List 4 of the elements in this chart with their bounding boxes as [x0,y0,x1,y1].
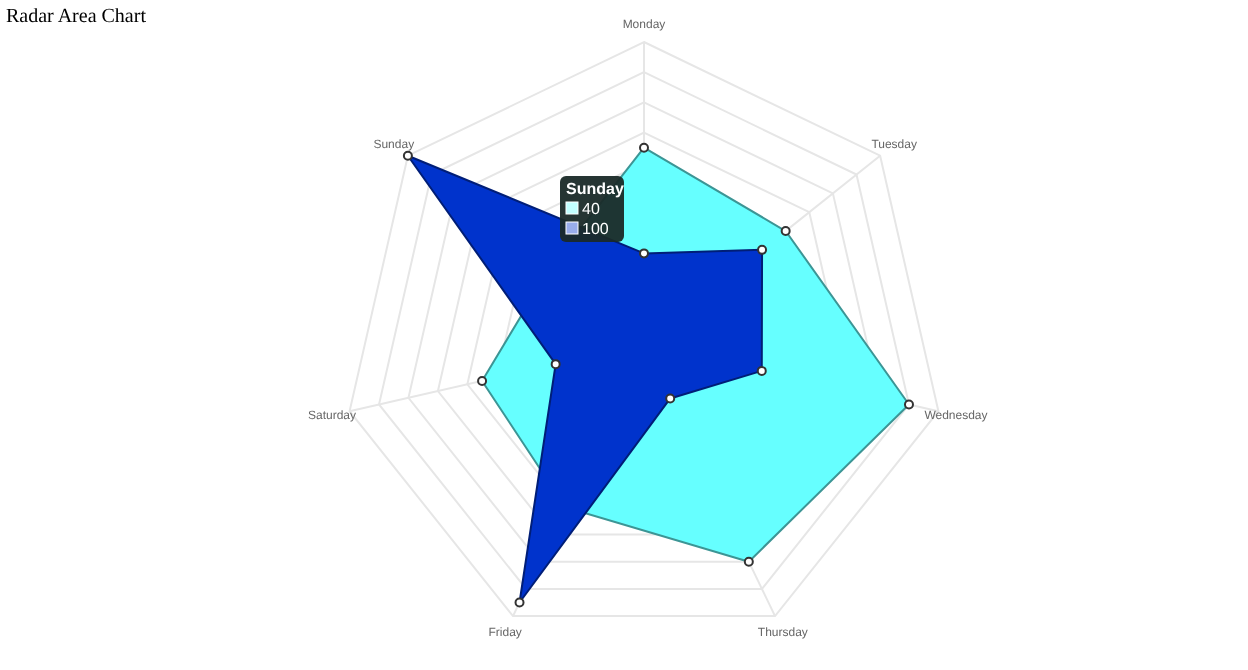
text: Sunday [566,180,625,198]
text: Radar Area Chart [6,6,147,28]
text: 100 [582,220,610,238]
text: 40 [582,200,601,218]
